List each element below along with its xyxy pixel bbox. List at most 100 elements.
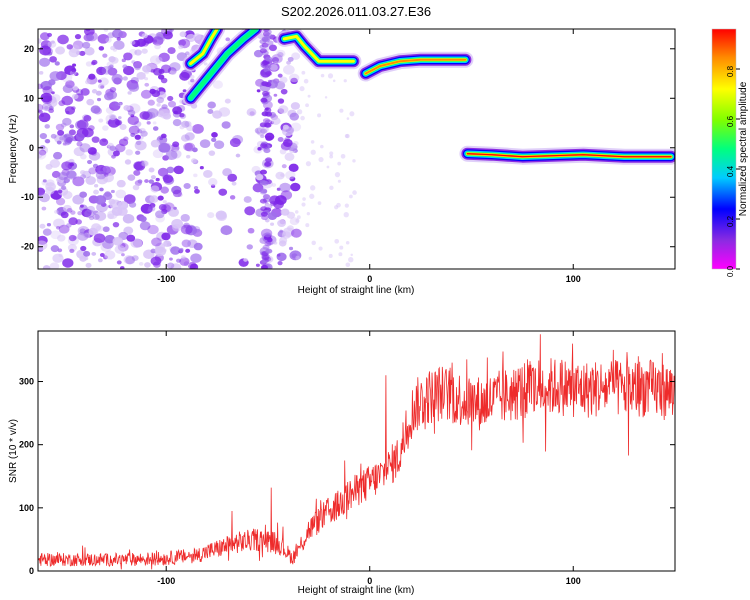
- noise-speckle: [318, 246, 323, 251]
- noise-speckle: [112, 29, 123, 39]
- noise-speckle: [135, 140, 142, 146]
- noise-speckle: [273, 93, 278, 97]
- noise-speckle: [187, 80, 194, 86]
- noise-speckle: [102, 239, 114, 250]
- noise-speckle: [287, 56, 294, 62]
- noise-speckle: [55, 123, 65, 131]
- noise-speckle: [343, 212, 349, 218]
- noise-speckle: [90, 105, 101, 114]
- noise-speckle: [332, 79, 336, 83]
- noise-speckle: [50, 133, 57, 139]
- noise-speckle: [279, 148, 287, 155]
- noise-speckle: [80, 245, 87, 252]
- noise-speckle: [181, 255, 186, 260]
- noise-speckle: [296, 215, 301, 220]
- noise-speckle: [309, 193, 315, 199]
- noise-speckle: [271, 117, 281, 125]
- noise-speckle: [68, 48, 80, 58]
- noise-speckle: [76, 141, 83, 147]
- noise-speckle: [79, 191, 88, 198]
- noise-speckle: [107, 67, 118, 76]
- noise-speckle: [276, 49, 286, 58]
- noise-speckle: [112, 236, 124, 246]
- noise-speckle: [69, 248, 75, 254]
- noise-speckle: [207, 109, 214, 114]
- noise-speckle: [47, 32, 53, 37]
- noise-speckle: [141, 160, 150, 167]
- noise-speckle: [157, 167, 169, 177]
- noise-speckle: [147, 99, 155, 106]
- noise-speckle: [190, 253, 202, 263]
- noise-speckle: [53, 218, 65, 229]
- noise-speckle: [83, 114, 92, 122]
- ridge-layer: [182, 29, 675, 165]
- snr-xlabel: Height of straight line (km): [298, 585, 415, 596]
- noise-speckle: [227, 173, 238, 182]
- noise-speckle: [288, 246, 294, 251]
- noise-speckle: [257, 147, 262, 151]
- noise-speckle: [260, 264, 268, 269]
- noise-speckle: [215, 210, 227, 220]
- noise-speckle: [154, 34, 165, 43]
- noise-speckle: [84, 79, 91, 85]
- snr-ylabel: SNR (10 * v/v): [8, 419, 19, 483]
- noise-speckle: [141, 33, 148, 39]
- noise-speckle: [42, 179, 47, 183]
- noise-speckle: [72, 40, 84, 50]
- noise-speckle: [262, 38, 270, 44]
- noise-speckle: [243, 258, 248, 262]
- noise-speckle: [109, 199, 122, 210]
- noise-speckle: [112, 221, 120, 228]
- noise-speckle: [265, 135, 273, 141]
- noise-speckle: [296, 109, 303, 115]
- noise-speckle: [41, 95, 53, 104]
- snr-ytick-label: 200: [19, 440, 34, 450]
- noise-speckle: [140, 160, 149, 167]
- noise-speckle: [161, 104, 168, 110]
- noise-speckle: [349, 194, 353, 199]
- noise-speckle: [303, 78, 309, 84]
- colorbar-tick-label: 0.6: [726, 115, 735, 127]
- noise-speckle: [100, 85, 105, 89]
- noise-speckle: [55, 46, 66, 55]
- noise-speckle: [203, 62, 208, 66]
- noise-speckle: [91, 89, 98, 94]
- noise-speckle: [310, 140, 315, 144]
- noise-speckle: [130, 40, 136, 45]
- noise-speckle: [345, 133, 350, 139]
- noise-speckle: [134, 49, 142, 56]
- ridge-stroke: [188, 29, 259, 101]
- noise-speckle: [290, 77, 298, 85]
- noise-speckle: [183, 183, 191, 190]
- noise-speckle: [96, 66, 107, 76]
- noise-speckle: [295, 255, 300, 261]
- noise-speckle: [113, 40, 125, 50]
- noise-speckle: [218, 188, 228, 196]
- noise-speckle: [261, 111, 269, 117]
- noise-speckle: [122, 213, 135, 224]
- noise-speckle: [95, 170, 107, 180]
- noise-speckle: [261, 36, 269, 42]
- noise-speckle: [285, 170, 296, 180]
- noise-speckle: [121, 253, 125, 257]
- noise-speckle: [220, 225, 233, 236]
- noise-speckle: [39, 45, 52, 56]
- noise-speckle: [168, 207, 180, 217]
- noise-speckle: [63, 134, 68, 138]
- noise-speckle: [173, 165, 184, 175]
- ridge-stroke: [466, 153, 672, 158]
- noise-speckle: [136, 71, 146, 80]
- noise-speckle: [158, 52, 170, 63]
- snr-axes: -100 0 100 0 100 200 300: [19, 331, 675, 586]
- noise-speckle: [88, 227, 98, 236]
- noise-speckle: [139, 215, 147, 223]
- noise-speckle: [62, 84, 74, 93]
- noise-speckle: [57, 234, 66, 242]
- noise-speckle: [345, 240, 350, 245]
- noise-speckle: [66, 170, 77, 179]
- noise-speckle: [149, 195, 159, 203]
- noise-speckle: [180, 134, 190, 142]
- noise-speckle: [299, 86, 305, 92]
- noise-speckle: [339, 108, 344, 113]
- noise-speckle: [122, 76, 128, 81]
